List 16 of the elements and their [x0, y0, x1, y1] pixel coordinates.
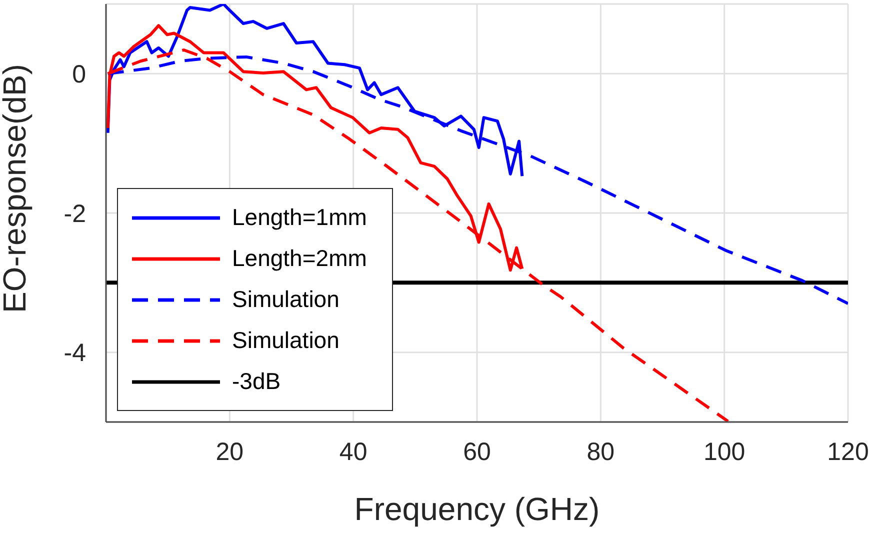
- legend-label: Simulation: [232, 286, 340, 313]
- x-tick-label: 40: [339, 438, 368, 466]
- y-tick-label: -2: [64, 200, 86, 228]
- x-tick-label: 100: [703, 438, 746, 466]
- x-tick-label: 120: [827, 438, 869, 466]
- y-tick-label: -4: [64, 339, 86, 368]
- x-axis-title: Frequency (GHz): [354, 491, 600, 527]
- y-tick-label: 0: [72, 60, 86, 89]
- legend-label: Length=2mm: [232, 245, 367, 272]
- x-tick-label: 60: [463, 438, 491, 466]
- x-tick-label: 80: [586, 438, 615, 466]
- x-tick-label: 20: [216, 438, 244, 466]
- legend-label: -3dB: [232, 368, 281, 395]
- y-axis-title: EO-response(dB): [0, 64, 32, 313]
- legend-label: Simulation: [232, 327, 340, 354]
- legend-label: Length=1mm: [232, 204, 367, 231]
